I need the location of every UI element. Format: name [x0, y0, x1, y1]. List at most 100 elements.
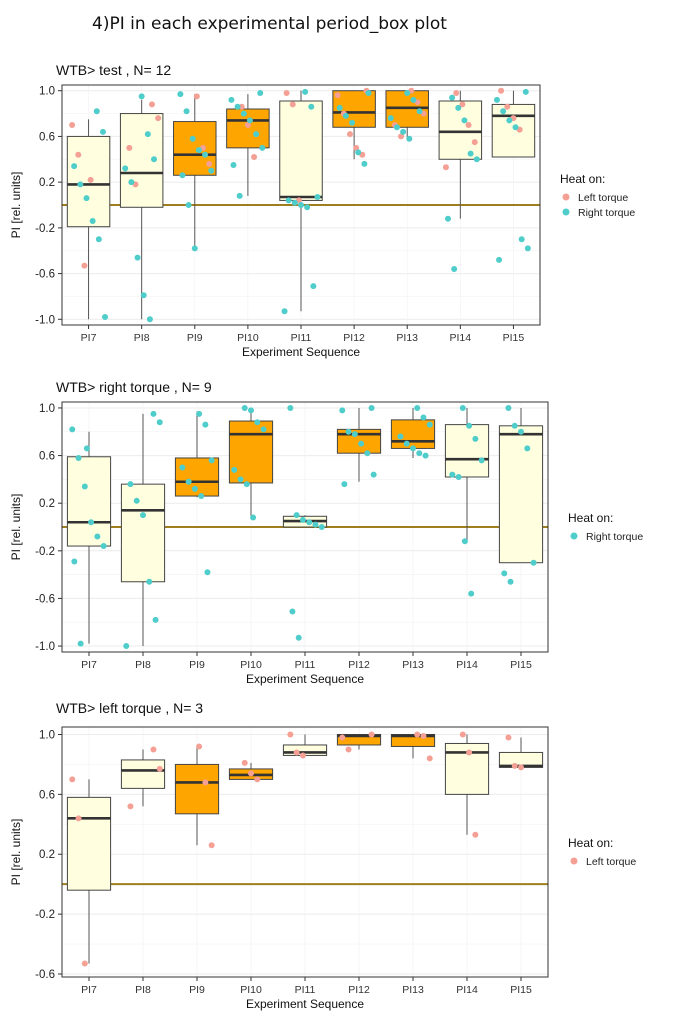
y-tick-label: 0.6: [39, 789, 55, 801]
data-point-right-torque: [306, 519, 313, 526]
data-point-right-torque: [202, 421, 209, 428]
data-point-left-torque: [75, 815, 82, 822]
data-point-right-torque: [304, 204, 311, 211]
data-point-right-torque: [230, 162, 237, 168]
data-point-right-torque: [505, 404, 512, 411]
data-point-right-torque: [152, 616, 159, 623]
data-point-left-torque: [465, 122, 472, 128]
data-point-right-torque: [88, 519, 95, 526]
box-pi9: [173, 121, 217, 176]
data-point-left-torque: [254, 776, 261, 783]
legend-label: Left torque: [578, 192, 628, 204]
data-point-right-torque: [368, 404, 375, 411]
data-point-right-torque: [364, 450, 371, 457]
y-tick-label: 0.2: [39, 849, 55, 861]
data-point-right-torque: [140, 292, 147, 299]
data-point-right-torque: [69, 426, 76, 433]
y-tick-label: 1.0: [39, 729, 55, 741]
x-tick-label: PI13: [402, 659, 424, 671]
data-point-right-torque: [426, 421, 433, 428]
data-point-right-torque: [466, 422, 473, 429]
data-point-left-torque: [398, 133, 405, 140]
data-point-right-torque: [138, 93, 145, 100]
data-point-right-torque: [444, 215, 451, 222]
data-point-right-torque: [451, 266, 458, 272]
data-point-left-torque: [420, 732, 427, 739]
x-tick-label: PI9: [189, 659, 205, 671]
data-point-right-torque: [127, 481, 134, 488]
data-point-right-torque: [518, 236, 525, 243]
data-point-left-torque: [471, 139, 478, 146]
data-point-left-torque: [498, 87, 505, 94]
x-axis-label: Experiment Sequence: [246, 997, 364, 1011]
data-point-right-torque: [414, 404, 421, 411]
data-point-left-torque: [75, 151, 82, 158]
x-tick-label: PI12: [343, 332, 365, 344]
box-pi12: [336, 733, 382, 746]
data-point-right-torque: [507, 578, 514, 585]
box-pi10: [226, 108, 270, 149]
data-point-right-torque: [250, 514, 257, 521]
data-point-right-torque: [308, 103, 315, 110]
data-point-right-torque: [397, 433, 404, 440]
legend-label: Right torque: [578, 207, 635, 219]
page-title: 4)PI in each experimental period_box plo…: [92, 14, 447, 34]
x-tick-label: PI10: [240, 984, 262, 996]
data-point-right-torque: [196, 410, 203, 417]
data-point-right-torque: [351, 431, 358, 438]
box-pi8: [120, 483, 166, 583]
box-pi7: [66, 796, 112, 891]
legend-label: Right torque: [586, 531, 643, 543]
data-point-right-torque: [461, 117, 468, 124]
box-pi15: [491, 103, 536, 158]
data-point-right-torque: [468, 590, 475, 597]
data-point-right-torque: [240, 110, 247, 117]
x-tick-label: PI14: [456, 984, 478, 996]
data-point-right-torque: [236, 192, 243, 199]
data-point-right-torque: [179, 172, 186, 179]
x-tick-label: PI10: [240, 659, 262, 671]
data-point-right-torque: [189, 135, 196, 142]
data-point-right-torque: [83, 195, 90, 202]
data-point-left-torque: [511, 762, 518, 769]
x-tick-label: PI9: [189, 984, 205, 996]
data-point-right-torque: [500, 108, 507, 115]
data-point-left-torque: [208, 842, 215, 849]
data-point-right-torque: [185, 202, 192, 208]
data-point-left-torque: [150, 746, 157, 753]
data-point-right-torque: [156, 419, 163, 426]
data-point-right-torque: [393, 124, 400, 131]
x-tick-label: PI13: [402, 984, 424, 996]
data-point-right-torque: [349, 119, 356, 126]
data-point-right-torque: [185, 478, 192, 485]
data-point-left-torque: [193, 93, 200, 100]
y-tick-label: -0.6: [35, 593, 55, 605]
data-point-right-torque: [95, 236, 102, 243]
x-tick-label: PI9: [187, 332, 203, 344]
data-point-right-torque: [473, 156, 480, 163]
data-point-right-torque: [522, 88, 529, 95]
y-tick-label: 0.6: [39, 131, 55, 143]
box-pi15: [498, 425, 544, 564]
x-tick-label: PI12: [348, 984, 370, 996]
data-point-right-torque: [518, 428, 524, 435]
legend-swatch-right-torque: [562, 208, 570, 216]
x-tick-label: PI10: [237, 332, 259, 344]
data-point-right-torque: [204, 569, 211, 576]
data-point-left-torque: [238, 103, 245, 110]
legend-title: Heat on:: [560, 172, 605, 186]
x-tick-label: PI14: [456, 659, 478, 671]
data-point-left-torque: [334, 92, 341, 99]
data-point-right-torque: [455, 104, 462, 111]
box-plot-left-torque: WTB> left torque , N= 3 1.0 0.6 0.2 -0.2 -0.6…: [9, 700, 636, 1011]
data-point-left-torque: [126, 144, 133, 151]
data-point-right-torque: [122, 165, 129, 172]
legend-swatch-right-torque: [570, 532, 578, 540]
data-point-right-torque: [404, 90, 411, 96]
data-point-right-torque: [410, 445, 416, 452]
data-point-right-torque: [134, 254, 141, 261]
data-point-right-torque: [345, 428, 352, 435]
x-tick-label: PI15: [510, 659, 532, 671]
data-point-left-torque: [248, 770, 254, 777]
data-point-right-torque: [77, 181, 84, 188]
